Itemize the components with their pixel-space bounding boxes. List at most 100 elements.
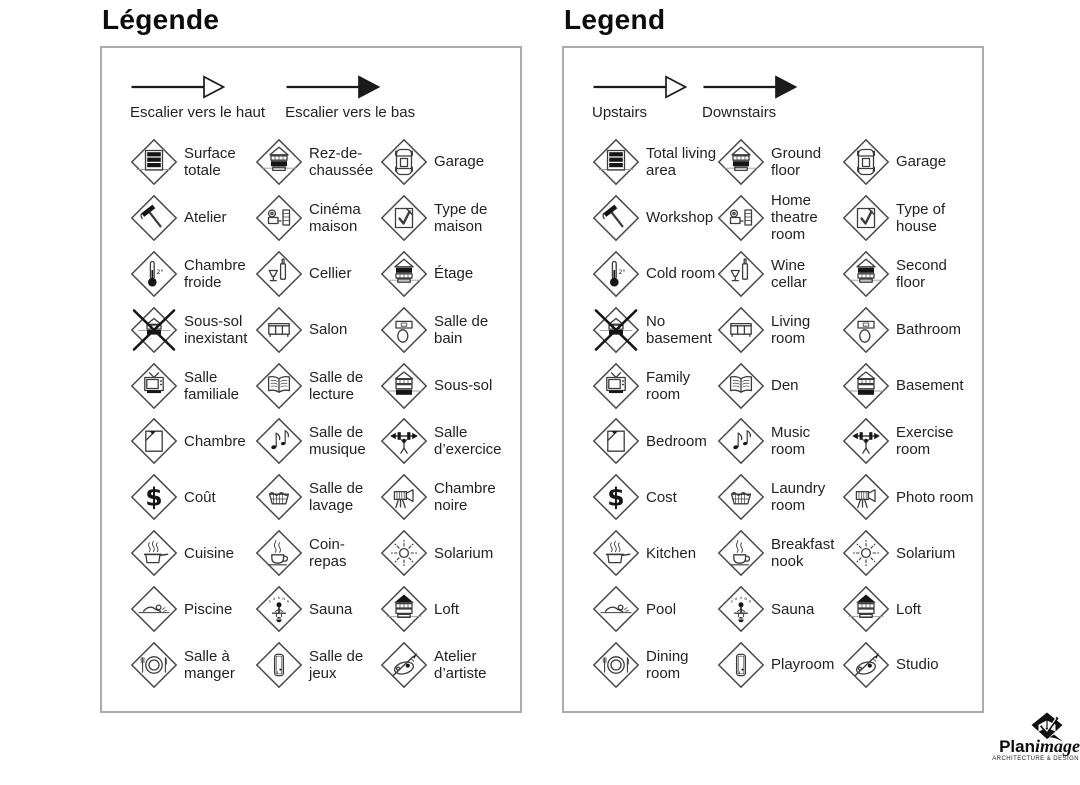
legend-item: Cuisine [130,529,255,577]
breakfast-nook-icon [255,529,303,577]
legend-item: Type de maison [380,194,518,242]
studio-icon [842,641,890,689]
legend-item: Den [717,362,842,410]
legend-item-label: Solarium [434,544,494,562]
legend-item-label: Type of house [896,200,946,235]
legend-item-label: No basement [646,312,712,347]
basement-icon [842,362,890,409]
panel-box-french: Escalier vers le haut Escalier vers le ba… [100,46,522,713]
legend-item-label: Solarium [896,544,956,562]
pool-icon [130,585,178,633]
stair-arrows: Escalier vers le haut Escalier vers le ba… [130,74,520,121]
arrow-label: Downstairs [702,104,777,121]
second-floor-icon [842,250,890,297]
ground-floor-icon [255,138,303,186]
legend-item-label: Salle de jeux [309,647,364,682]
legend-item-label: Breakfast nook [771,536,835,571]
second-floor-icon [380,250,428,297]
den-icon [717,362,765,409]
stair-arrows: Upstairs Downstairs [592,74,982,121]
legend-item-label: Cold room [646,265,716,283]
cold-room-icon [592,250,640,297]
legend-item-label: Type de maison [434,200,488,235]
planimage-logo-text: Planimage [999,737,1080,756]
legend-item-label: Cost [646,488,677,506]
workshop-icon [130,194,178,242]
legend-item-label: Exercise room [896,424,954,459]
legend-item: Cinéma maison [255,194,380,242]
legend-item: Home theatre room [717,192,842,243]
legend-item: Kitchen [592,529,717,577]
legend-item-label: Music room [771,424,811,459]
legend-item-label: Second floor [896,256,947,291]
legend-item-label: Coin-repas [309,536,347,571]
exercise-room-icon [842,418,890,465]
legend-item-label: Laundry room [771,480,826,515]
legend-item: Salon [255,306,380,354]
logo-brand-bold: Plan [999,737,1035,756]
legend-item: Salle d’exercice [380,417,518,465]
total-living-area-icon [592,138,640,186]
legend-item: Pool [592,585,717,633]
stairs-down-arrow-icon [703,75,798,99]
arrow-group: Escalier vers le haut [130,74,271,121]
legend-item: Salle de bain [380,306,518,354]
legend-item-label: Playroom [771,656,835,674]
legend-item: Photo room [842,473,980,521]
sauna-icon [717,585,765,633]
den-icon [255,362,303,409]
legend-item: Sauna [717,585,842,633]
legend-item-label: Chambre froide [184,256,246,291]
legend-item-label: Surface totale [184,144,236,179]
legend-item: Breakfast nook [717,529,842,577]
planimage-logo-tagline: ARCHITECTURE & DESIGN [992,756,1079,762]
legend-item: Piscine [130,585,255,633]
panel-english: Legend Upstairs Downstairs Total living a… [562,0,984,713]
legend-item-label: Garage [896,153,947,171]
legend-item: Chambre noire [380,473,518,521]
legend-item: Type of house [842,194,980,242]
solarium-icon [380,529,428,577]
photo-room-icon [842,474,890,521]
photo-room-icon [380,474,428,521]
cost-icon [130,474,178,521]
loft-icon [380,585,428,633]
legend-item: Rez-de-chaussée [255,138,380,186]
legend-item: Dining room [592,641,717,689]
breakfast-nook-icon [717,529,765,577]
wine-cellar-icon [255,250,303,297]
legend-item-label: Loft [896,600,922,618]
bedroom-icon [130,418,178,465]
bedroom-icon [592,418,640,465]
bathroom-icon [842,306,890,353]
legend-item-label: Basement [896,377,964,394]
legend-item-label: Total living area [646,144,717,179]
legend-item-label: Workshop [646,209,714,227]
legend-item: Surface totale [130,138,255,186]
home-theatre-icon [717,194,765,242]
home-theatre-icon [255,194,303,242]
legend-item: Cellier [255,250,380,298]
studio-icon [380,641,428,689]
ground-floor-icon [717,138,765,186]
arrow-label: Upstairs [592,104,648,121]
pool-icon [592,585,640,633]
workshop-icon [592,194,640,242]
loft-icon [842,585,890,633]
legend-item: Workshop [592,194,717,242]
panel-title-english: Legend [564,4,666,35]
legend-item-label: Pool [646,600,677,618]
playroom-icon [717,641,765,689]
legend-item: Sous-sol inexistant [130,306,255,354]
legend-item-label: Sous-sol inexistant [184,312,248,347]
legend-item-label: Salle familiale [184,368,240,403]
legend-item: Family room [592,362,717,410]
legend-item: Wine cellar [717,250,842,298]
legend-item: Studio [842,641,980,689]
legend-item-label: Salon [309,321,348,339]
legend-item-label: Rez-de-chaussée [309,144,374,179]
music-room-icon [717,418,765,465]
legend-item: Chambre [130,417,255,465]
panel-title-french: Légende [102,4,220,35]
legend-item: Living room [717,306,842,354]
